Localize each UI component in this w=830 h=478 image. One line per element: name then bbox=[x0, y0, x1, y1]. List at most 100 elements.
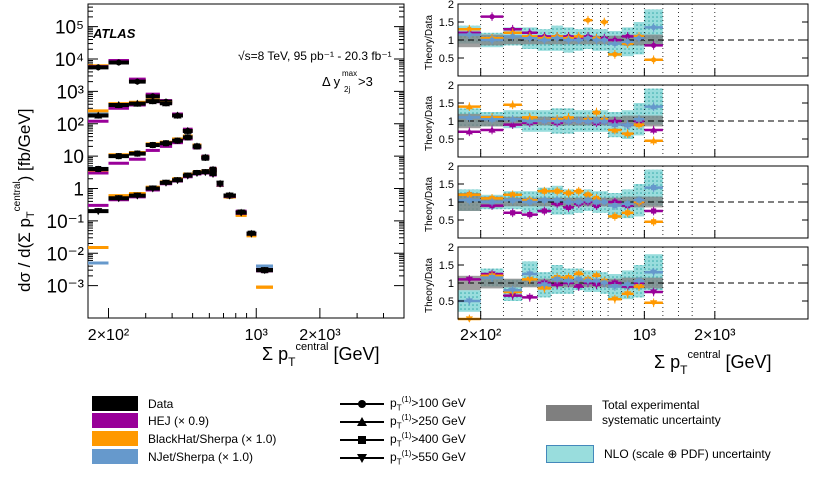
hej-ratio-point bbox=[465, 276, 473, 283]
legend-label-blackhat: BlackHat/Sherpa (× 1.0) bbox=[148, 431, 277, 446]
main-x-tick-label: 2×10² bbox=[88, 327, 130, 344]
hej-ratio-point bbox=[488, 126, 496, 133]
njet-ratio-point bbox=[553, 276, 561, 283]
njet-ratio-point bbox=[650, 103, 658, 110]
njet-ratio-point bbox=[585, 35, 591, 41]
njet-ratio-point bbox=[612, 41, 618, 47]
legend-label-cut-550: pT(1)>550 GeV bbox=[390, 449, 466, 467]
ratio-y-tick-label: 1 bbox=[448, 278, 454, 290]
energy-label: √s=8 TeV, 95 pb⁻¹ - 20.3 fb⁻¹ bbox=[238, 49, 392, 63]
blackhat-ratio-point bbox=[466, 26, 472, 32]
svg-text:Δ y: Δ y bbox=[322, 74, 341, 89]
njet-ratio-point bbox=[624, 121, 632, 128]
hej-ratio-point bbox=[509, 121, 517, 128]
ratio-y-tick-label: 2 bbox=[448, 161, 454, 173]
ratio-y-tick-label: 1.5 bbox=[439, 98, 454, 110]
blackhat-ratio-point bbox=[466, 192, 472, 198]
legend-item-cut-400: pT(1)>400 GeV bbox=[340, 431, 466, 448]
legend-label-cut-100: pT(1)>100 GeV bbox=[390, 395, 466, 413]
data-point bbox=[193, 143, 200, 150]
njet-ratio-point bbox=[601, 37, 607, 43]
ratio-panel-3: 0.5 1 1.5 2 Theory/Data bbox=[424, 161, 809, 239]
njet-ratio-point bbox=[526, 271, 534, 278]
njet-ratio-point bbox=[488, 275, 496, 282]
ratio-y-tick-label: 0.5 bbox=[439, 134, 454, 146]
ratio-y-tick-label: 2 bbox=[448, 242, 454, 254]
blackhat-ratio-point bbox=[651, 57, 657, 63]
triangle-up-marker-icon bbox=[340, 416, 384, 426]
data-point bbox=[94, 111, 103, 119]
experiment-label: ATLAS bbox=[92, 26, 136, 41]
hej-ratio-point bbox=[565, 204, 572, 210]
njet-ratio-point bbox=[592, 278, 601, 285]
data-point bbox=[148, 185, 157, 193]
legend-item-cut-550: pT(1)>550 GeV bbox=[340, 449, 466, 466]
ratio-panel-4: 0.5 1 1.5 2 Theory/Data bbox=[424, 242, 809, 323]
main-y-tick-label: 10 bbox=[63, 147, 84, 168]
blackhat-ratio-point bbox=[592, 273, 601, 280]
njet-ratio-point bbox=[489, 37, 495, 43]
blackhat-ratio-point bbox=[465, 103, 473, 110]
data-point bbox=[149, 93, 156, 100]
data-point bbox=[162, 140, 169, 147]
hej-ratio-point bbox=[465, 128, 473, 135]
ratio-x-tick-label: 2×10³ bbox=[694, 327, 736, 344]
hej-ratio-point bbox=[510, 210, 516, 216]
njet-ratio-point bbox=[593, 37, 600, 43]
njet-ratio-point bbox=[466, 31, 472, 38]
blackhat-ratio-point bbox=[576, 188, 582, 194]
legend-item-nlo-unc: NLO (scale ⊕ PDF) uncertainty bbox=[546, 445, 771, 463]
main-x-ticks: 2×10² 10³ 2×10³ bbox=[88, 308, 385, 344]
njet-ratio-point bbox=[540, 117, 548, 124]
njet-ratio-point bbox=[489, 199, 495, 205]
legend-item-data: Data bbox=[92, 396, 173, 411]
njet-ratio-point bbox=[527, 35, 533, 41]
data-point bbox=[173, 177, 182, 185]
data-point bbox=[183, 172, 192, 180]
ratio-y-tick-label: 0.5 bbox=[439, 215, 454, 227]
njet-ratio-point bbox=[636, 35, 642, 41]
blackhat-ratio-point bbox=[624, 291, 632, 298]
ratio-y-tick-label: 1 bbox=[448, 116, 454, 128]
blackhat-ratio-point bbox=[612, 51, 618, 58]
data-point bbox=[115, 153, 122, 160]
legend-item-njet: NJet/Sherpa (× 1.0) bbox=[92, 449, 253, 464]
hej-ratio-point bbox=[650, 126, 658, 133]
hej-ratio-point bbox=[526, 294, 534, 301]
njet-ratio-point bbox=[585, 197, 591, 203]
blackhat-ratio-point bbox=[625, 210, 631, 216]
data-point bbox=[114, 195, 123, 203]
circle-marker-icon bbox=[340, 399, 384, 408]
ratio-y-tick-label: 0.5 bbox=[439, 53, 454, 65]
ratio-y-axis-title: Theory/Data bbox=[424, 96, 435, 151]
exp-unc-label: Total experimental systematic uncertainty bbox=[602, 398, 721, 428]
data-point bbox=[149, 142, 156, 149]
legend-item-hej: HEJ (× 0.9) bbox=[92, 413, 209, 428]
njet-ratio-point bbox=[600, 117, 608, 124]
njet-ratio-point bbox=[565, 37, 572, 43]
blackhat-ratio-point bbox=[611, 126, 619, 133]
ratio-y-tick-label: 2 bbox=[448, 80, 454, 92]
main-x-axis-title: Σ pTcentral [GeV] bbox=[262, 341, 380, 369]
exp-unc-label-line1: Total experimental bbox=[602, 398, 700, 412]
njet-ratio-point bbox=[509, 115, 517, 122]
hej-ratio-point bbox=[575, 284, 583, 291]
data-point bbox=[260, 267, 269, 275]
hej-ratio-point bbox=[553, 282, 561, 289]
svg-text:max: max bbox=[342, 69, 357, 78]
data-point bbox=[148, 97, 157, 105]
blackhat-ratio-point bbox=[601, 19, 607, 25]
data-point bbox=[184, 134, 191, 141]
exp-unc-label-line2: systematic uncertainty bbox=[602, 413, 721, 427]
njet-ratio-point bbox=[488, 115, 496, 122]
njet-ratio-point bbox=[593, 199, 600, 205]
main-y-tick-label: 1 bbox=[73, 180, 84, 201]
main-data-marks bbox=[88, 58, 273, 289]
legend-label-njet: NJet/Sherpa (× 1.0) bbox=[148, 449, 254, 464]
ratio-panel-2: 0.5 1 1.5 2 Theory/Data bbox=[424, 80, 809, 158]
ratio-panel-1: 0.5 1 1.5 2 Theory/Data bbox=[424, 0, 809, 77]
blackhat-ratio-point bbox=[526, 276, 534, 283]
hej-ratio-point bbox=[541, 208, 547, 214]
njet-ratio-point bbox=[575, 117, 583, 124]
blackhat-ratio-point bbox=[650, 137, 658, 144]
